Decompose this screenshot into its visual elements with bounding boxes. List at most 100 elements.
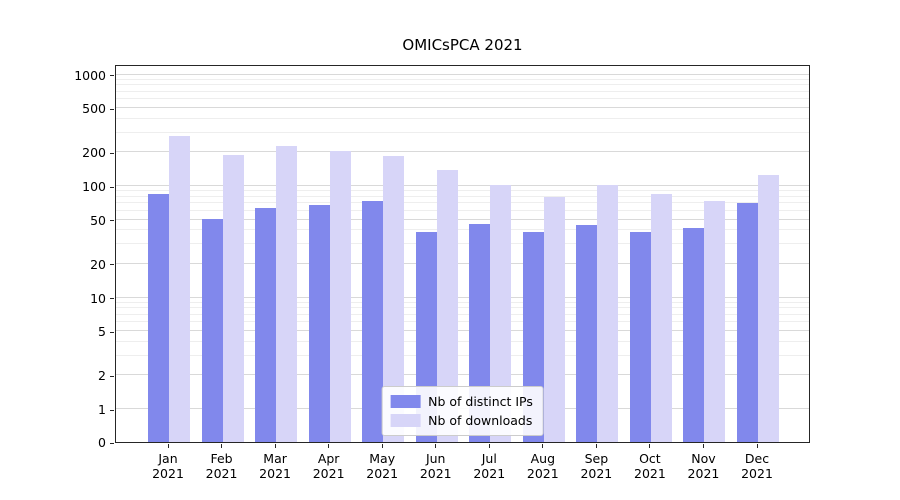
y-tick-label: 500 (82, 101, 106, 117)
x-tick-mark (435, 444, 437, 448)
bar-nb-of-distinct-ips-oct-2021 (629, 231, 651, 442)
y-tick-label: 50 (90, 212, 106, 228)
gridline-major (116, 218, 809, 220)
x-tick-label-line: Dec (744, 451, 770, 466)
x-tick-label-line: 2021 (580, 466, 613, 481)
x-tick-label: Mar 2021 (245, 451, 305, 481)
x-tick-label: Aug 2021 (513, 451, 573, 481)
y-tick-mark (110, 220, 114, 222)
legend-label-distinct-ips: Nb of distinct IPs (428, 394, 533, 409)
gridline-minor (116, 307, 809, 309)
gridline-minor (116, 84, 809, 86)
legend-swatch-distinct-ips (390, 395, 421, 408)
x-tick-label-line: Apr (317, 451, 340, 466)
bar-nb-of-downloads-feb-2021 (222, 154, 244, 442)
gridline-major (116, 374, 809, 376)
bar-nb-of-downloads-may-2021 (383, 156, 405, 442)
bar-nb-of-downloads-aug-2021 (543, 196, 565, 442)
gridline-minor (116, 229, 809, 231)
bar-nb-of-distinct-ips-sep-2021 (576, 224, 598, 442)
x-tick-mark (381, 444, 383, 448)
x-tick-mark (756, 444, 758, 448)
gridline-major (116, 151, 809, 153)
x-tick-label: Jan 2021 (138, 451, 198, 481)
bar-nb-of-distinct-ips-jan-2021 (148, 193, 169, 442)
bar-nb-of-downloads-jun-2021 (436, 169, 458, 442)
gridline-minor (116, 117, 809, 119)
y-tick-mark (110, 75, 114, 76)
gridline-major (116, 73, 809, 75)
plot-area: Nb of distinct IPs Nb of downloads (115, 65, 810, 443)
bar-nb-of-downloads-apr-2021 (329, 151, 351, 442)
bar-nb-of-downloads-jul-2021 (490, 184, 512, 442)
gridline-major (116, 330, 809, 332)
gridline-minor (116, 195, 809, 197)
gridline-minor (116, 340, 809, 342)
bar-nb-of-downloads-sep-2021 (597, 184, 619, 442)
y-tick-label: 1000 (74, 67, 106, 83)
bar-nb-of-distinct-ips-apr-2021 (308, 204, 330, 442)
legend-item-downloads: Nb of downloads (390, 411, 533, 430)
bar-nb-of-distinct-ips-nov-2021 (683, 228, 705, 442)
x-tick-label: Nov 2021 (673, 451, 733, 481)
bar-nb-of-downloads-dec-2021 (758, 175, 779, 442)
y-tick-mark (110, 264, 114, 266)
y-tick-label: 200 (82, 145, 106, 161)
x-tick-label-line: 2021 (152, 466, 184, 481)
y-tick-label: 100 (82, 179, 106, 194)
x-tick-label-line: 2021 (634, 466, 666, 481)
x-tick-label-line: Jul (481, 451, 497, 466)
x-tick-label-line: 2021 (259, 466, 291, 481)
x-tick-mark (167, 444, 169, 448)
x-tick-label: Feb 2021 (192, 451, 252, 481)
x-tick-label: Jun 2021 (406, 451, 466, 481)
y-tick-label: 2 (98, 368, 106, 384)
y-tick-mark (110, 375, 114, 377)
x-tick-label: Dec 2021 (727, 451, 787, 481)
x-tick-label-line: 2021 (741, 466, 773, 481)
bar-nb-of-downloads-oct-2021 (650, 193, 672, 442)
x-tick-mark (702, 444, 704, 448)
y-tick-label: 1 (98, 402, 106, 417)
gridline-minor (116, 321, 809, 323)
legend: Nb of distinct IPs Nb of downloads (381, 386, 544, 436)
gridline-minor (116, 90, 809, 92)
bar-nb-of-downloads-mar-2021 (276, 145, 298, 442)
gridline-minor (116, 243, 809, 245)
y-tick-mark (110, 298, 114, 299)
y-tick-label: 5 (98, 324, 106, 340)
bar-nb-of-downloads-nov-2021 (704, 201, 726, 442)
gridline-minor (116, 202, 809, 204)
legend-swatch-downloads (390, 414, 421, 427)
x-tick-mark (488, 444, 490, 448)
gridline-minor (116, 209, 809, 211)
y-tick-mark (110, 442, 114, 444)
gridline-minor (116, 190, 809, 192)
bar-nb-of-distinct-ips-feb-2021 (201, 218, 223, 442)
x-tick-label-line: 2021 (419, 466, 452, 481)
x-tick-mark (595, 444, 597, 448)
y-tick-label: 20 (90, 256, 106, 272)
bar-nb-of-distinct-ips-mar-2021 (255, 207, 277, 442)
x-tick-mark (221, 444, 223, 448)
gridline-minor (116, 131, 809, 133)
x-tick-mark (274, 444, 276, 448)
gridline-major (116, 262, 809, 264)
x-tick-label-line: Jun (425, 451, 446, 466)
x-tick-mark (328, 444, 330, 448)
x-tick-label-line: 2021 (526, 466, 559, 481)
bar-nb-of-distinct-ips-dec-2021 (737, 203, 758, 442)
y-tick-mark (110, 409, 114, 411)
chart-title: OMICsPCA 2021 (402, 36, 523, 54)
x-tick-label: May 2021 (352, 451, 412, 481)
y-tick-mark (110, 108, 114, 110)
legend-item-distinct-ips: Nb of distinct IPs (390, 392, 533, 411)
x-tick-label: Jul 2021 (459, 451, 519, 481)
gridline-minor (116, 354, 809, 356)
x-tick-label-line: Sep (584, 451, 609, 466)
gridline-major (116, 296, 809, 298)
x-tick-label-line: Feb (210, 451, 233, 466)
gridline-major (116, 185, 809, 186)
x-tick-label: Oct 2021 (620, 451, 680, 481)
